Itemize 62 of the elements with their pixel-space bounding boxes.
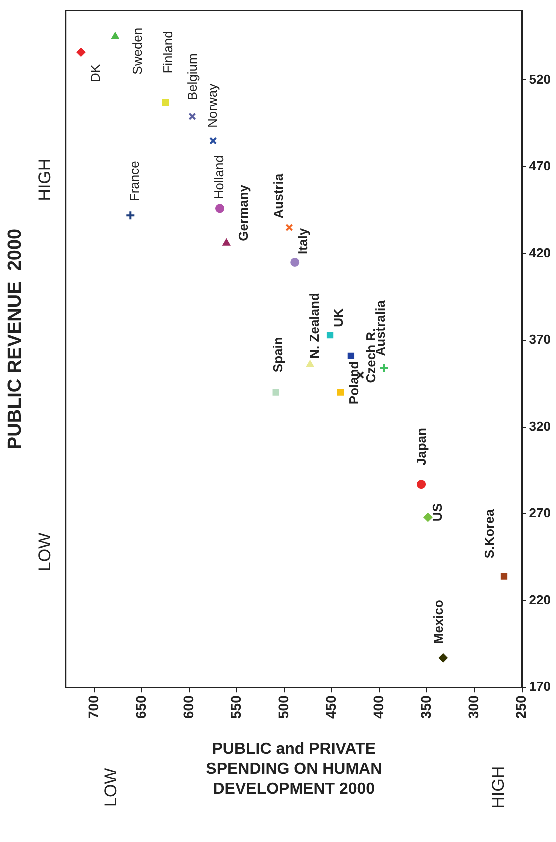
point: [306, 360, 314, 368]
x-tick-label: 450: [323, 695, 340, 719]
text: Spain: [270, 337, 286, 373]
text: Germany: [236, 184, 252, 242]
point: [337, 389, 344, 396]
x-tick-label: 350: [418, 695, 434, 719]
text: LOW: [36, 532, 55, 572]
text: Japan: [414, 428, 430, 466]
point: [111, 32, 120, 40]
text: LOW: [101, 768, 120, 808]
text: Holland: [212, 156, 227, 200]
point: [162, 99, 170, 106]
x-tick-label: 650: [132, 695, 149, 719]
text: Italy: [296, 228, 311, 254]
y-tick-label: 320: [529, 418, 552, 434]
point: [222, 238, 231, 246]
text: HIGH: [36, 158, 55, 202]
text: HIGH: [489, 766, 508, 809]
y-tick-label: 270: [529, 506, 552, 521]
y-tick-label: 520: [529, 72, 552, 87]
text: France: [127, 161, 142, 202]
y-tick-label: 470: [529, 158, 552, 174]
y-tick-label: 220: [529, 592, 552, 608]
x-axis-title: PUBLIC and PRIVATE SPENDING ON HUMAN DEVELOPMENT 2000: [206, 741, 382, 798]
point: [126, 210, 136, 221]
text: Sweden: [130, 28, 146, 75]
point: [438, 654, 448, 663]
point: [76, 48, 86, 57]
point: [286, 224, 294, 232]
point: [216, 204, 225, 214]
y-tick-label: 170: [529, 679, 552, 694]
text: Austria: [270, 173, 286, 219]
text: S.Korea: [482, 508, 497, 559]
text: Finland: [160, 31, 176, 74]
text: Poland: [346, 361, 362, 405]
x-tick-label: 550: [228, 695, 244, 719]
x-tick-label: 700: [85, 695, 102, 719]
x-tick-label: 250: [513, 695, 530, 719]
text: DK: [88, 64, 103, 82]
point: [500, 573, 508, 580]
point: [272, 389, 280, 396]
point: [424, 513, 433, 522]
x-tick-label: 400: [370, 695, 387, 719]
text: Norway: [204, 83, 220, 128]
text: Mexico: [430, 600, 446, 644]
x-tick-label: 300: [466, 695, 482, 719]
text: US: [430, 503, 445, 522]
x-tick-label: 500: [276, 695, 292, 719]
point: [326, 332, 334, 339]
point: [348, 352, 355, 360]
point: [417, 480, 426, 490]
x-tick-label: 600: [180, 695, 196, 719]
text: Belgium: [185, 54, 200, 101]
y-axis-title: PUBLIC REVENUE 2000: [5, 228, 26, 450]
text: UK: [330, 308, 346, 328]
y-tick-label: 420: [529, 245, 552, 260]
point: [188, 112, 196, 120]
text: N. Zealand: [306, 293, 322, 359]
point: [210, 137, 218, 145]
point: [379, 363, 390, 374]
y-tick-label: 370: [529, 332, 552, 348]
point: [290, 258, 300, 267]
